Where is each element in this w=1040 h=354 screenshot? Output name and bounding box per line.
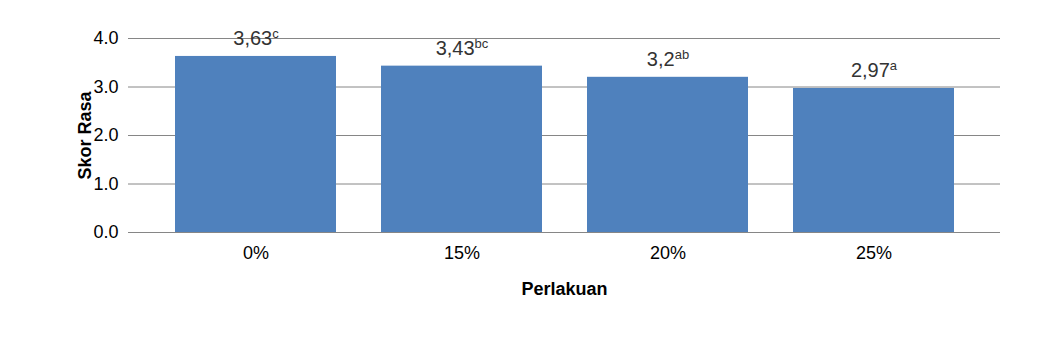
svg-text:15%: 15% bbox=[444, 243, 480, 263]
svg-text:4.0: 4.0 bbox=[93, 28, 118, 48]
svg-text:Perlakuan: Perlakuan bbox=[521, 279, 607, 299]
svg-text:Skor Rasa: Skor Rasa bbox=[75, 90, 95, 179]
svg-text:3,43bc: 3,43bc bbox=[436, 35, 489, 59]
svg-text:3,2ab: 3,2ab bbox=[647, 46, 689, 70]
svg-text:3.0: 3.0 bbox=[93, 77, 118, 97]
svg-text:25%: 25% bbox=[856, 243, 892, 263]
svg-text:0.0: 0.0 bbox=[93, 222, 118, 242]
svg-text:1.0: 1.0 bbox=[93, 174, 118, 194]
svg-text:2,97a: 2,97a bbox=[851, 57, 898, 81]
svg-text:2.0: 2.0 bbox=[93, 125, 118, 145]
svg-text:20%: 20% bbox=[650, 243, 686, 263]
svg-text:3,63c: 3,63c bbox=[233, 25, 279, 49]
svg-text:0%: 0% bbox=[243, 243, 269, 263]
